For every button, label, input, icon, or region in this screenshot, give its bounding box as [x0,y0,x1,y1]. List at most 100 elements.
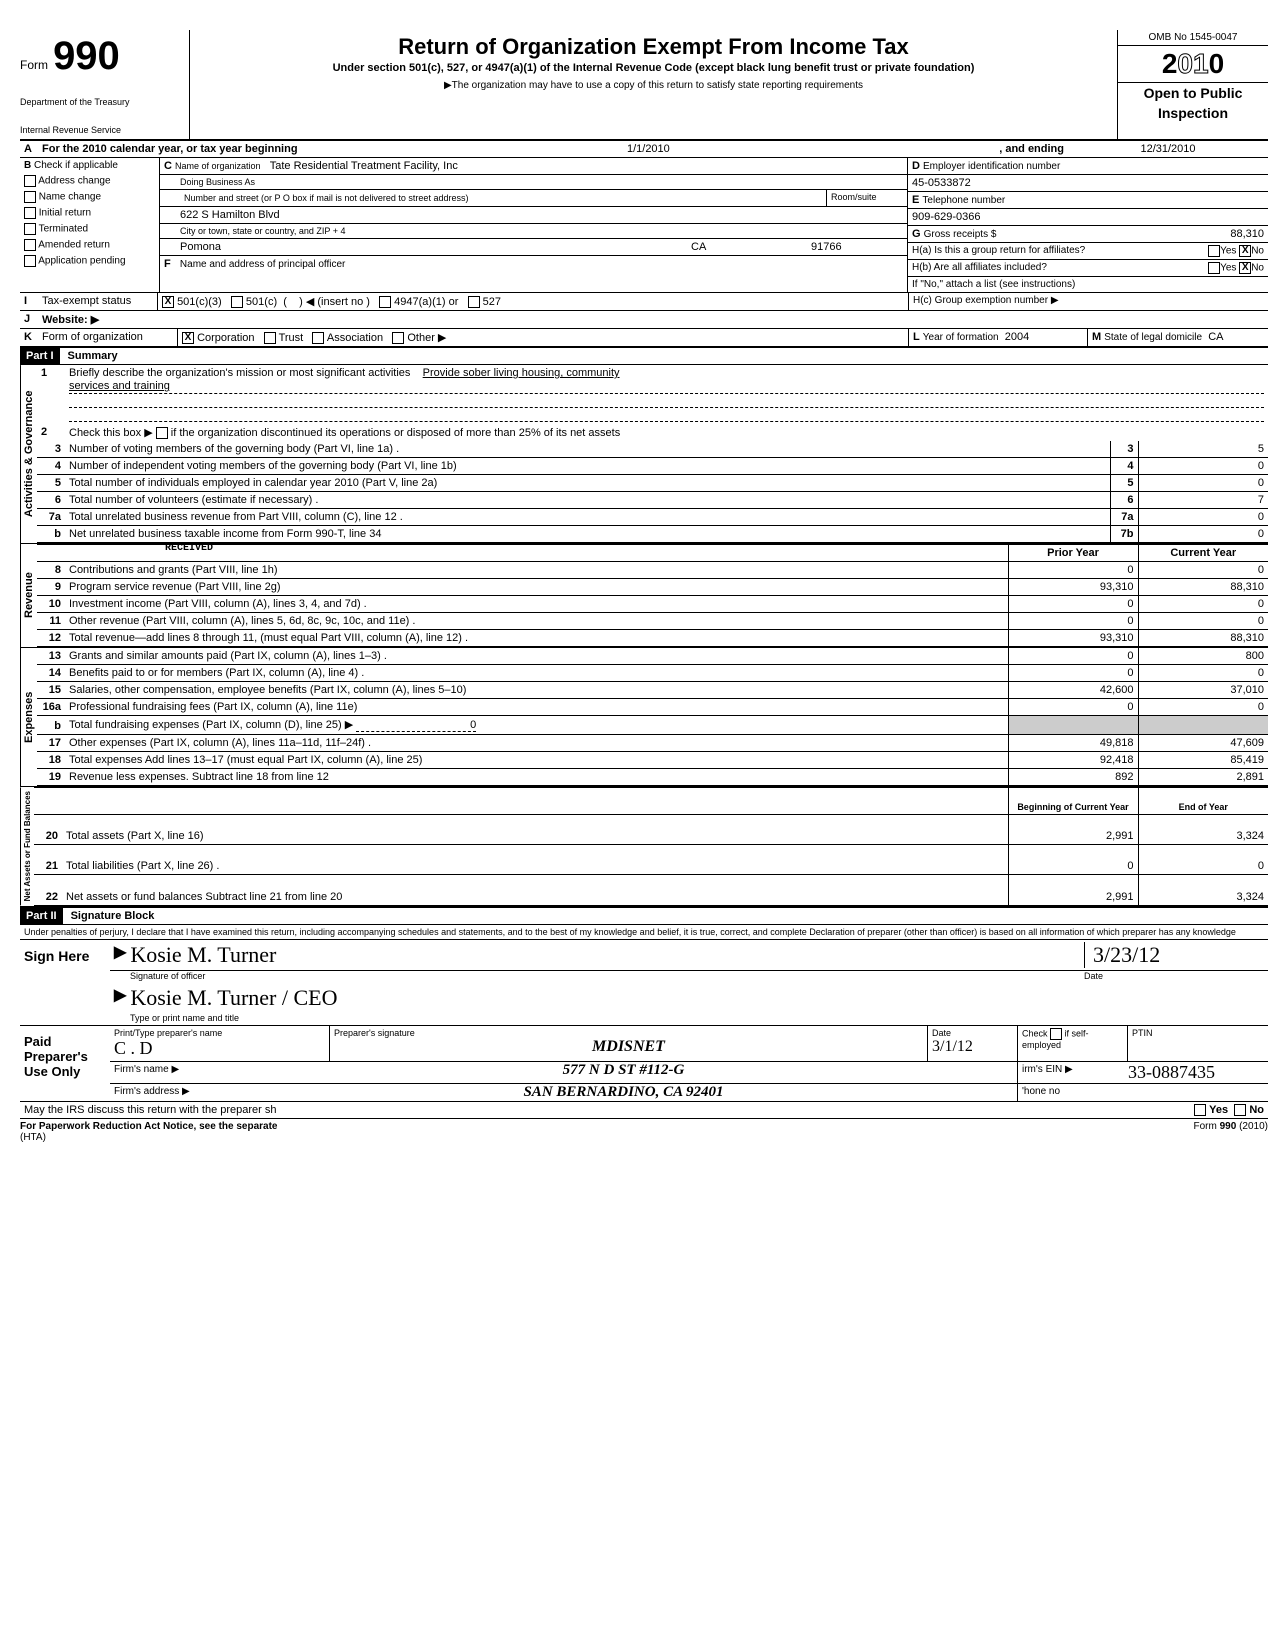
chk-corp[interactable]: X [182,332,194,344]
chk-self-employed[interactable] [1050,1028,1062,1040]
chk-name-change[interactable] [24,191,36,203]
sign-here-row: Sign Here ▶ Kosie M. Turner 3/23/12 Sign… [20,940,1268,1026]
gov-5-box: 5 [1110,475,1138,492]
discuss-no: No [1249,1104,1264,1116]
rev-8-prior: 0 [1008,562,1138,579]
line-a: A For the 2010 calendar year, or tax yea… [20,141,1268,158]
yof-label: Year of formation [923,332,999,343]
room-label: Room/suite [827,190,907,206]
sig-arrow-1-icon: ▶ [114,942,126,968]
sig-date: 3/23/12 [1084,942,1264,968]
form-label: Form [20,58,48,72]
prior-hdr: Prior Year [1008,545,1138,562]
chk-terminated[interactable] [24,223,36,235]
firm-addr1: 577 N D ST #112-G [230,1062,1017,1083]
opt-501c3: 501(c)(3) [177,296,222,308]
gov-4-val: 0 [1138,458,1268,475]
exp-16b-text: Total fundraising expenses (Part IX, col… [69,719,353,731]
open-public-2: Inspection [1118,103,1268,123]
gov-7a-val: 0 [1138,509,1268,526]
entity-section: B Check if applicable Address change Nam… [20,158,1268,293]
paid-preparer-row: Paid Preparer's Use Only Print/Type prep… [20,1026,1268,1102]
chk-discuss-no[interactable] [1234,1104,1246,1116]
part2-header-row: Part II Signature Block [20,907,1268,925]
gov-5-val: 0 [1138,475,1268,492]
main-title: Return of Organization Exempt From Incom… [198,34,1109,60]
chk-ha-yes[interactable] [1208,245,1220,257]
firm-phone-label: 'hone no [1018,1084,1268,1101]
boy-hdr: Beginning of Current Year [1008,788,1138,815]
chk-initial-return[interactable] [24,207,36,219]
gov-6-box: 6 [1110,492,1138,509]
gross-label: Gross receipts $ [924,229,997,240]
net-22-prior: 2,991 [1008,875,1138,905]
chk-527[interactable] [468,296,480,308]
form-footer: Form 990 (2010) [1194,1121,1268,1143]
line-j: J Website: ▶ [20,311,1268,329]
chk-discuss-yes[interactable] [1194,1104,1206,1116]
chk-discontinued[interactable] [156,427,168,439]
rev-10-cur: 0 [1138,596,1268,613]
rev-8-text: Contributions and grants (Part VIII, lin… [65,562,1008,579]
mission-text-2: services and training [69,380,170,392]
chk-amended[interactable] [24,239,36,251]
chk-501c[interactable] [231,296,243,308]
prep-date-label: Date [932,1028,1013,1038]
hb-label: H(b) Are all affiliates included? [908,260,1204,276]
vert-revenue: Revenue [20,544,37,647]
mission-label: Briefly describe the organization's miss… [69,367,410,379]
col-b: B Check if applicable Address change Nam… [20,158,160,292]
chk-hb-no[interactable]: X [1239,262,1251,274]
chk-ha-no[interactable]: X [1239,245,1251,257]
discuss-yes: Yes [1209,1104,1228,1116]
form-org-label: Form of organization [38,329,178,346]
open-public-1: Open to Public [1118,83,1268,103]
exp-14-cur: 0 [1138,665,1268,682]
net-20-prior: 2,991 [1008,814,1138,844]
gross-value: 88,310 [1168,226,1268,242]
prep-sig-label: Preparer's signature [334,1028,923,1038]
gov-4-box: 4 [1110,458,1138,475]
exp-16a-text: Professional fundraising fees (Part IX, … [65,699,1008,716]
subtitle: Under section 501(c), 527, or 4947(a)(1)… [198,62,1109,74]
phone-value: 909-629-0366 [908,209,985,225]
lbl-name-change: Name change [39,192,101,203]
exp-19-prior: 892 [1008,769,1138,786]
firm-addr-label: Firm's address ▶ [110,1084,230,1101]
gov-7b-box: 7b [1110,526,1138,543]
chk-address-change[interactable] [24,175,36,187]
chk-app-pending[interactable] [24,255,36,267]
year-end: 12/31/2010 [1068,141,1268,157]
chk-hb-yes[interactable] [1208,262,1220,274]
exp-17-cur: 47,609 [1138,735,1268,752]
rev-12-prior: 93,310 [1008,630,1138,647]
vert-expenses: Expenses [20,648,37,786]
exp-13-cur: 800 [1138,648,1268,665]
net-20-cur: 3,324 [1138,814,1268,844]
exp-16a-prior: 0 [1008,699,1138,716]
opt-527: 527 [483,296,501,308]
dept-irs: Internal Revenue Service [20,125,189,135]
sig-arrow-2-icon: ▶ [114,985,126,1011]
opt-corp: Corporation [197,332,254,344]
chk-other[interactable] [392,332,404,344]
vert-activities: Activities & Governance [20,365,37,543]
line2-text: Check this box ▶ if the organization dis… [69,426,1264,439]
chk-501c3[interactable]: X [162,296,174,308]
tax-year: 2010 [1118,46,1268,83]
letter-a: A [20,141,38,157]
chk-assoc[interactable] [312,332,324,344]
ein-label: Employer identification number [923,161,1060,172]
letter-k: K [20,329,38,346]
lbl-address-change: Address change [38,176,110,187]
exp-13-text: Grants and similar amounts paid (Part IX… [65,648,1008,665]
rev-11-prior: 0 [1008,613,1138,630]
letter-l: L [913,331,920,343]
gov-table: 3Number of voting members of the governi… [37,441,1268,543]
chk-4947[interactable] [379,296,391,308]
gov-5-text: Total number of individuals employed in … [65,475,1110,492]
lbl-terminated: Terminated [39,224,88,235]
line-a-label: For the 2010 calendar year, or tax year … [38,141,302,157]
col-b-header: Check if applicable [34,160,118,171]
chk-trust[interactable] [264,332,276,344]
